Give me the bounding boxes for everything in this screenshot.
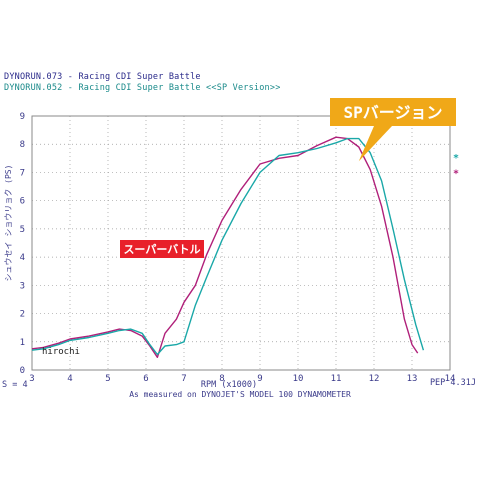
legend-mark-073: *: [453, 168, 459, 179]
x-tick-label: 6: [143, 374, 148, 384]
x-tick-label: 3: [29, 374, 34, 384]
grid: [32, 116, 450, 370]
y-tick-label: 7: [20, 168, 25, 178]
run-header-073: DYNORUN.073 - Racing CDI Super Battle: [4, 72, 201, 82]
annotation-pointer-sp-version: [358, 126, 392, 162]
series-lines: [31, 136, 425, 358]
x-tick-label: 10: [293, 374, 304, 384]
x-tick-label: 13: [407, 374, 418, 384]
x-tick-label: 11: [331, 374, 342, 384]
series-line-0: [31, 136, 419, 358]
x-tick-label: 14: [445, 374, 456, 384]
footer-pep: PEP 4.31J: [430, 378, 476, 388]
x-tick-label: 12: [369, 374, 380, 384]
annotation-box-super-battle: [120, 240, 204, 258]
y-tick-label: 6: [20, 197, 25, 207]
annotation-pointer-super-battle: [190, 248, 202, 258]
plot-frame: [31, 115, 451, 371]
annotation-text-super-battle: スーパーバトル: [123, 243, 200, 256]
y-tick-label: 5: [20, 225, 25, 235]
x-tick-label: 9: [257, 374, 262, 384]
x-tick-labels: 3 4 5 6 7 8 9 10 11 12 13 14: [29, 374, 455, 384]
y-tick-labels: 0 1 2 3 4 5 6 7 8 9: [20, 112, 25, 376]
run-header-052: DYNORUN.052 - Racing CDI Super Battle <<…: [4, 83, 281, 93]
y-tick-label: 8: [20, 140, 25, 150]
y-axis-label: シュウセイ ショウリョク (PS): [4, 165, 13, 282]
x-tick-label: 8: [219, 374, 224, 384]
legend-mark-052: *: [453, 153, 459, 164]
series-line-1: [31, 137, 425, 356]
y-tick-label: 1: [20, 338, 25, 348]
x-tick-label: 7: [181, 374, 186, 384]
annotation-box-sp-version: [330, 98, 456, 126]
footer-caption: As measured on DYNOJET'S MODEL 100 DYNAM…: [129, 390, 351, 399]
y-tick-label: 0: [20, 366, 25, 376]
y-tick-label: 3: [20, 281, 25, 291]
watermark: hirochi: [42, 347, 80, 357]
x-tick-label: 4: [67, 374, 72, 384]
annotation-text-sp-version: SPバージョン: [344, 103, 443, 122]
x-tick-label: 5: [105, 374, 110, 384]
y-tick-label: 4: [20, 253, 25, 263]
y-tick-label: 9: [20, 112, 25, 122]
y-tick-label: 2: [20, 310, 25, 320]
x-axis-label: RPM (x1000): [201, 380, 257, 390]
footer-scale: S = 4: [2, 380, 28, 390]
annotations: スーパーバトル SPバージョン: [120, 98, 456, 258]
